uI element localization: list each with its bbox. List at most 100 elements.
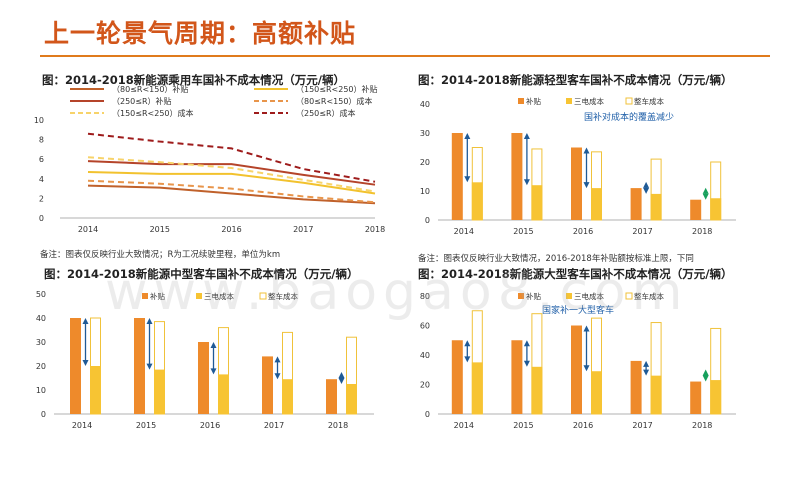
gap-arrow-head-up <box>82 318 89 324</box>
series-line-0 <box>87 184 376 205</box>
y-tick-label: 2 <box>39 194 44 203</box>
gap-arrow-head-down <box>643 369 650 376</box>
bar-subsidy <box>511 340 523 414</box>
legend-swatch-2 <box>625 292 633 300</box>
bar-subsidy <box>451 340 463 414</box>
gap-arrow-head-down <box>464 176 471 183</box>
x-tick-label: 2017 <box>293 225 313 234</box>
x-tick-label: 2014 <box>454 421 474 430</box>
x-tick-label: 2015 <box>136 421 156 430</box>
bar-subsidy <box>326 379 337 414</box>
y-tick-label: 10 <box>420 187 430 196</box>
chart-note-passenger: 备注：图表仅反映行业大致情况；R为工况续驶里程，单位为km <box>40 250 281 260</box>
legend-swatch-0 <box>142 293 148 299</box>
legend-swatch-0 <box>518 98 524 104</box>
bar-three-electric-cost <box>154 369 165 414</box>
bar-subsidy <box>630 360 642 414</box>
gap-arrow-head-down <box>583 182 590 189</box>
bar-subsidy <box>690 381 702 414</box>
gap-arrow-head-up <box>274 356 281 363</box>
x-tick-label: 2018 <box>692 421 712 430</box>
gap-arrow-head-down <box>702 193 709 200</box>
bar-subsidy <box>451 133 463 220</box>
legend-swatch-0 <box>518 293 524 299</box>
gap-arrow-head-up <box>210 342 217 348</box>
gap-arrow-head-up <box>583 147 590 154</box>
y-tick-label: 8 <box>39 136 44 145</box>
legend-swatch-2 <box>259 292 267 300</box>
bar-subsidy <box>70 318 81 414</box>
bar-three-electric-cost <box>591 371 602 414</box>
gap-arrow-head-down <box>523 360 530 367</box>
bar-three-electric-cost <box>471 362 483 414</box>
series-line-5 <box>87 132 376 183</box>
y-tick-label: 20 <box>36 362 46 371</box>
legend-label-2: 整车成本 <box>268 291 298 301</box>
x-tick-label: 2014 <box>72 421 92 430</box>
y-tick-label: 80 <box>420 292 430 301</box>
chart-annotation: 国家补一大型客车 <box>542 304 614 316</box>
x-tick-label: 2017 <box>264 421 284 430</box>
bar-three-electric-cost <box>90 366 101 414</box>
bar-subsidy <box>198 342 209 414</box>
legend-swatch-2 <box>625 97 633 105</box>
x-tick-label: 2014 <box>454 227 474 236</box>
passenger-line-chart: （80≤R<150）补贴 （150≤R<250）补贴 （250≤R）补贴 （80≤R<… <box>34 84 385 234</box>
gap-arrow-head-up <box>702 369 709 376</box>
bar-three-electric-cost <box>710 380 722 414</box>
legend-label-0: （80≤R<150）补贴 <box>112 84 188 94</box>
bar-subsidy <box>134 318 145 414</box>
bar-three-electric-cost <box>531 185 543 220</box>
gap-arrow-head-up <box>146 318 153 324</box>
legend-swatch-1 <box>196 293 202 299</box>
bar-subsidy <box>630 188 642 220</box>
y-tick-label: 30 <box>36 338 46 347</box>
y-tick-label: 60 <box>420 322 430 331</box>
y-tick-label: 40 <box>36 314 46 323</box>
x-tick-label: 2015 <box>513 421 533 430</box>
x-tick-label: 2014 <box>78 225 98 234</box>
x-tick-label: 2016 <box>221 225 241 234</box>
legend-label-1: 三电成本 <box>574 96 604 106</box>
bar-three-electric-cost <box>650 193 662 220</box>
chart-title-large-bus: 图：2014-2018新能源大型客车国补不成本情况（万元/辆） <box>418 267 733 281</box>
bar-subsidy <box>571 325 582 414</box>
page-title: 上一轮景气周期：高额补贴 <box>44 19 357 48</box>
legend-label-5: （250≤R）成本 <box>296 108 356 118</box>
medium-bus-bar-chart: 补贴 三电成本 整车成本 0 10 20 30 40 50 2014 2015 2016 2017 201… <box>36 290 374 430</box>
legend-swatch-1 <box>566 98 572 104</box>
x-tick-label: 2016 <box>573 421 593 430</box>
legend-label-4: （150≤R<250）成本 <box>112 108 194 118</box>
legend-label-2: 整车成本 <box>634 291 664 301</box>
bar-three-electric-cost <box>282 379 293 414</box>
legend-label-1: 三电成本 <box>574 291 604 301</box>
gap-arrow-head-down <box>464 356 471 363</box>
chart-annotation: 国补对成本的覆盖减少 <box>584 111 674 123</box>
x-tick-label: 2016 <box>573 227 593 236</box>
y-tick-label: 0 <box>41 410 46 419</box>
legend-label-1: （150≤R<250）补贴 <box>296 84 378 94</box>
y-tick-label: 6 <box>39 155 44 164</box>
watermark: www.baogao8.com <box>105 262 689 322</box>
legend-swatch-1 <box>566 293 572 299</box>
y-tick-label: 10 <box>36 386 46 395</box>
y-tick-label: 10 <box>34 116 44 125</box>
y-tick-label: 0 <box>425 216 430 225</box>
chart-title-passenger: 图：2014-2018新能源乘用车国补不成本情况（万元/辆） <box>42 73 345 87</box>
gap-arrow-head-down <box>643 187 650 194</box>
gap-arrow-head-down <box>210 368 217 375</box>
gap-arrow-head-down <box>583 365 590 372</box>
chart-title-light-bus: 图：2014-2018新能源轻型客车国补不成本情况（万元/辆） <box>418 73 733 87</box>
bar-three-electric-cost <box>531 366 543 414</box>
y-tick-label: 0 <box>425 410 430 419</box>
bar-three-electric-cost <box>218 374 229 414</box>
gap-arrow-head-down <box>82 360 89 366</box>
y-tick-label: 30 <box>420 129 430 138</box>
bar-three-electric-cost <box>650 375 662 414</box>
chart-note-light-bus: 备注：图表仅反映行业大致情况，2016-2018年补贴额按标准上限，下同 <box>418 254 694 264</box>
y-tick-label: 40 <box>420 100 430 109</box>
gap-arrow-head-up <box>583 325 590 332</box>
x-tick-label: 2015 <box>150 225 170 234</box>
gap-arrow-head-down <box>523 179 530 186</box>
gap-arrow-head-down <box>702 375 709 382</box>
